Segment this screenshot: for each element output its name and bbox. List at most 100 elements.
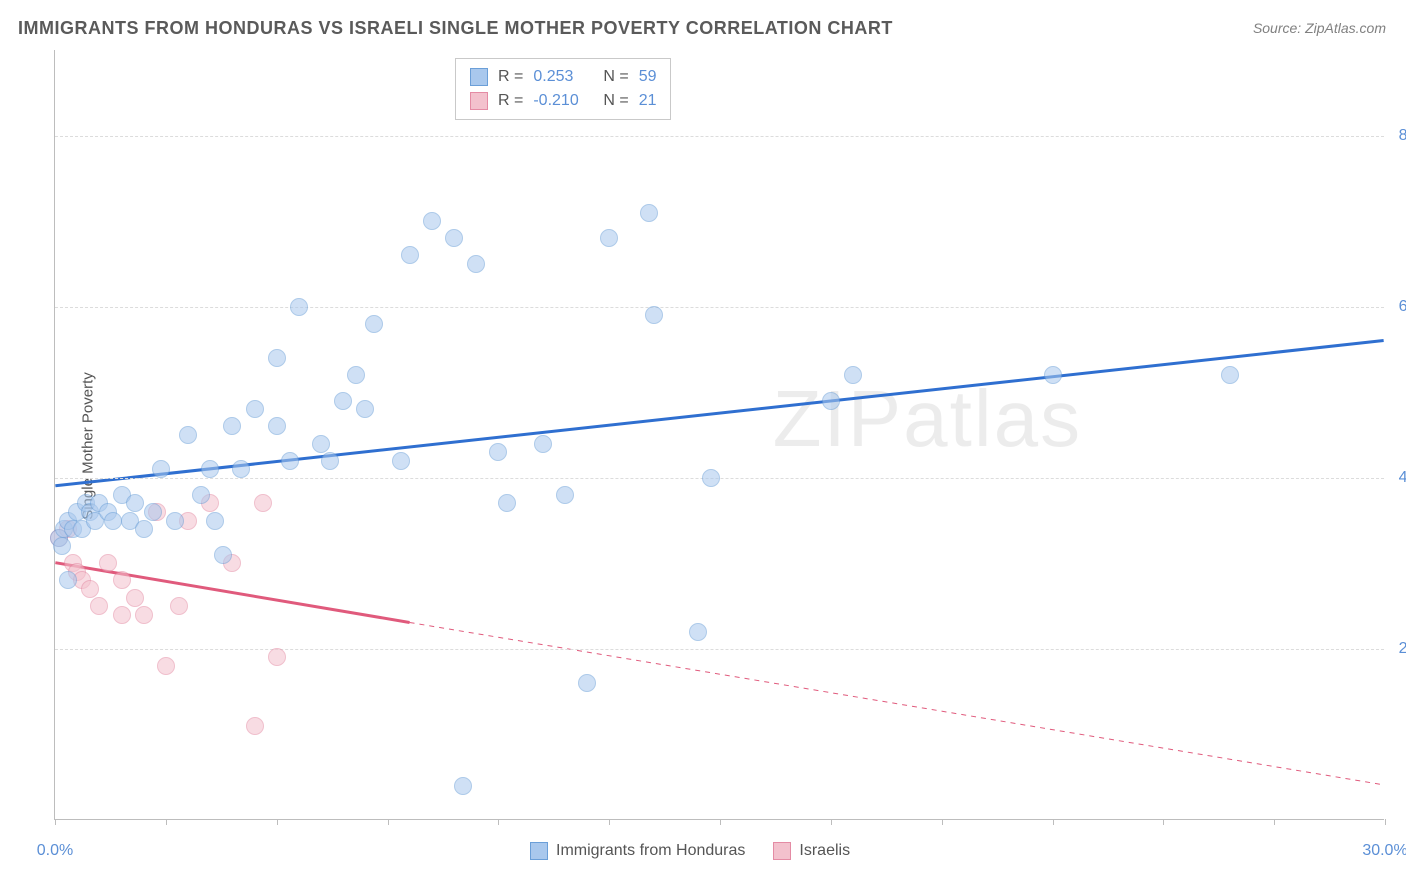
legend-row: R = -0.210 N = 21 [470,89,656,113]
point-honduras [578,674,596,692]
y-tick-label: 40.0% [1399,469,1406,487]
trendlines-svg [55,50,1384,819]
point-honduras [489,443,507,461]
point-honduras [534,435,552,453]
point-honduras [201,460,219,478]
point-honduras [268,349,286,367]
point-honduras [246,400,264,418]
chart-title: IMMIGRANTS FROM HONDURAS VS ISRAELI SING… [18,18,893,39]
point-honduras [844,366,862,384]
x-tick [388,819,389,825]
point-israelis [246,717,264,735]
point-honduras [392,452,410,470]
r-value: 0.253 [533,65,593,89]
point-honduras [702,469,720,487]
point-honduras [645,306,663,324]
x-tick [609,819,610,825]
point-honduras [689,623,707,641]
y-tick-label: 80.0% [1399,127,1406,145]
correlation-legend: R = 0.253 N = 59 R = -0.210 N = 21 [455,58,671,120]
point-honduras [268,417,286,435]
gridline [55,307,1384,308]
point-israelis [113,606,131,624]
point-honduras [232,460,250,478]
y-tick-label: 60.0% [1399,298,1406,316]
point-honduras [166,512,184,530]
point-israelis [113,571,131,589]
r-value: -0.210 [533,89,593,113]
point-honduras [321,452,339,470]
point-honduras [467,255,485,273]
x-tick [277,819,278,825]
x-tick [498,819,499,825]
n-value: 59 [639,65,657,89]
point-honduras [445,229,463,247]
legend-swatch [530,842,548,860]
point-israelis [157,657,175,675]
point-honduras [59,571,77,589]
legend-row: R = 0.253 N = 59 [470,65,656,89]
point-honduras [223,417,241,435]
n-label: N = [603,65,628,89]
x-tick-label: 0.0% [37,842,73,860]
point-honduras [454,777,472,795]
point-honduras [179,426,197,444]
x-tick [1163,819,1164,825]
point-honduras [53,537,71,555]
x-tick [1385,819,1386,825]
x-tick [1053,819,1054,825]
x-tick-label: 30.0% [1362,842,1406,860]
point-honduras [347,366,365,384]
source-label: Source: [1253,20,1301,36]
point-honduras [498,494,516,512]
chart-container: IMMIGRANTS FROM HONDURAS VS ISRAELI SING… [0,0,1406,892]
n-label: N = [603,89,628,113]
point-honduras [290,298,308,316]
point-honduras [104,512,122,530]
point-honduras [144,503,162,521]
legend-swatch [773,842,791,860]
point-israelis [90,597,108,615]
point-honduras [401,246,419,264]
legend-label: Israelis [799,842,850,860]
point-honduras [214,546,232,564]
series-legend: Immigrants from Honduras Israelis [530,842,850,860]
legend-swatch [470,68,488,86]
plot-area: ZIPatlas R =0.253N =59R =-0.210N =21 20.… [54,50,1384,820]
point-honduras [126,494,144,512]
x-tick [942,819,943,825]
x-tick [720,819,721,825]
r-label: R = [498,65,523,89]
legend-label: Immigrants from Honduras [556,842,745,860]
legend-item: Israelis [773,842,850,860]
source-attribution: Source: ZipAtlas.com [1253,20,1386,36]
point-honduras [312,435,330,453]
point-honduras [281,452,299,470]
point-honduras [365,315,383,333]
point-israelis [81,580,99,598]
point-honduras [423,212,441,230]
point-israelis [254,494,272,512]
point-honduras [356,400,374,418]
x-tick [831,819,832,825]
point-honduras [1221,366,1239,384]
point-honduras [334,392,352,410]
point-honduras [206,512,224,530]
x-tick [55,819,56,825]
x-tick [1274,819,1275,825]
point-israelis [99,554,117,572]
point-honduras [600,229,618,247]
n-value: 21 [639,89,657,113]
x-tick [166,819,167,825]
point-honduras [640,204,658,222]
point-honduras [822,392,840,410]
trendline [410,622,1384,784]
y-tick-label: 20.0% [1399,640,1406,658]
legend-swatch [470,92,488,110]
r-label: R = [498,89,523,113]
gridline [55,136,1384,137]
point-israelis [135,606,153,624]
watermark: ZIPatlas [773,373,1082,465]
point-israelis [170,597,188,615]
gridline [55,649,1384,650]
